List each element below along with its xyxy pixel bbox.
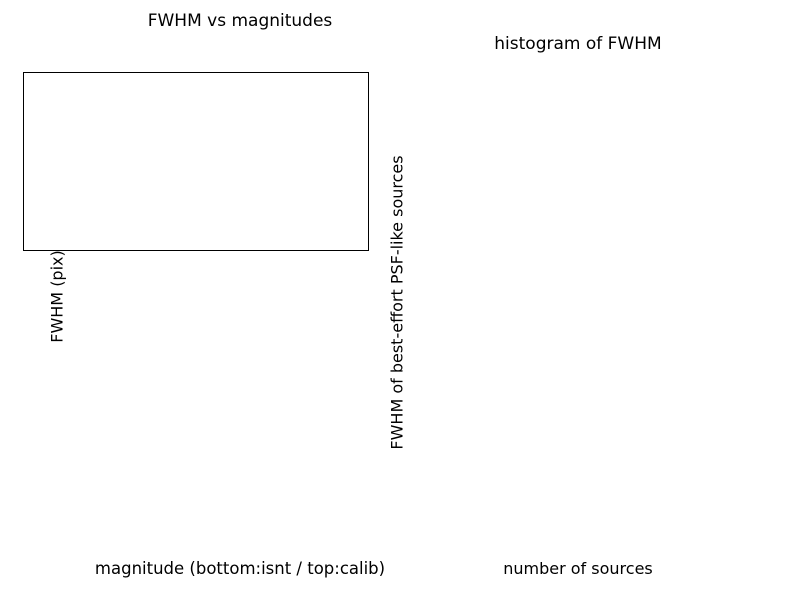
right-plot-title: histogram of FWHM: [494, 34, 662, 54]
left-xaxis-label: magnitude (bottom:isnt / top:calib): [94, 559, 386, 578]
right-yaxis-label: FWHM of best-effort PSF-like sources: [387, 155, 407, 450]
right-xaxis-label: number of sources: [503, 559, 653, 578]
left-plot-title: FWHM vs magnitudes: [147, 11, 333, 31]
legend: [23, 72, 369, 251]
